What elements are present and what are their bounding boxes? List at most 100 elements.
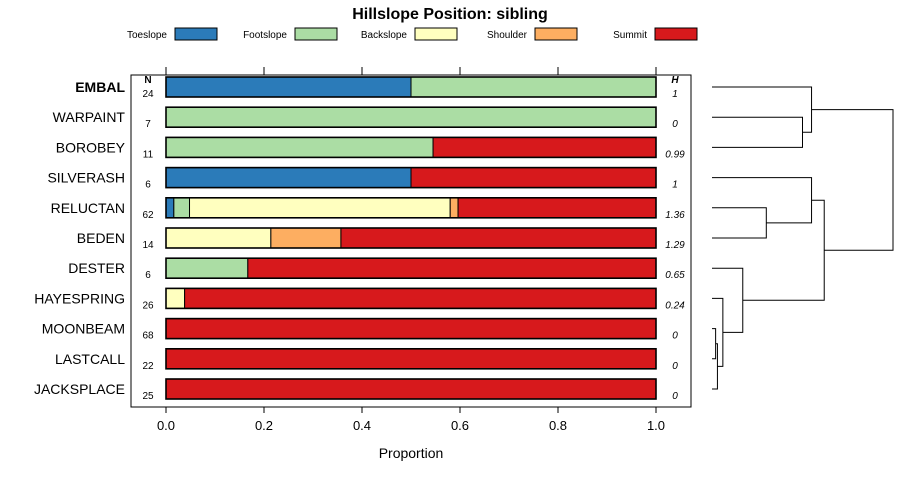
dendrogram-link <box>712 267 744 333</box>
legend-swatch-shoulder <box>534 27 578 41</box>
dendrogram <box>712 86 894 390</box>
legend-label-summit: Summit <box>613 30 647 41</box>
x-tick-label: 0.2 <box>255 418 273 433</box>
dendrogram-link <box>712 177 813 224</box>
bar-outline <box>165 287 657 310</box>
x-tick-label: 0.8 <box>549 418 567 433</box>
x-tick-label: 0.4 <box>353 418 371 433</box>
row-h-value: 0 <box>672 361 678 372</box>
x-axis-label: Proportion <box>379 445 444 461</box>
chart-title: Hillslope Position: sibling <box>352 6 548 23</box>
row-embal: EMBAL 24 1 <box>75 76 678 100</box>
legend-swatch-toeslope <box>174 27 218 41</box>
row-borobey: BOROBEY 11 0.99 <box>56 136 685 160</box>
x-axis: 0.0 0.2 0.4 0.6 0.8 1.0 <box>157 67 665 433</box>
row-label: DESTER <box>68 260 125 276</box>
row-h-value: 1.36 <box>665 210 685 221</box>
bar-segment-summit <box>165 348 657 370</box>
legend-item-shoulder: Shoulder <box>487 27 578 41</box>
bar-outline <box>165 257 657 280</box>
legend-label-shoulder: Shoulder <box>487 30 528 41</box>
bar-segment-summit <box>432 136 657 158</box>
bar-segment-footslope <box>165 106 657 128</box>
row-label: MOONBEAM <box>42 321 125 337</box>
bar-segment-summit <box>340 227 657 249</box>
row-lastcall: LASTCALL 22 0 <box>55 347 678 372</box>
row-h-value: 1 <box>672 89 678 100</box>
dendrogram-link <box>712 343 718 390</box>
bar-outline <box>165 106 657 128</box>
row-h-value: 0.65 <box>665 270 685 281</box>
bar-segment-backslope <box>165 287 186 309</box>
legend-label-backslope: Backslope <box>361 30 408 41</box>
bar-segment-toeslope <box>165 167 412 189</box>
row-n-value: 24 <box>142 89 154 100</box>
row-h-value: 0.99 <box>665 149 685 160</box>
bar-outline <box>165 166 657 189</box>
bar-segment-summit <box>247 257 657 279</box>
dendrogram-link <box>712 207 767 239</box>
row-h-value: 0 <box>672 391 678 402</box>
bar-segment-footslope <box>165 136 434 158</box>
dendrogram-link <box>712 86 813 133</box>
bar-outline <box>165 136 657 159</box>
legend-swatch-backslope <box>414 27 458 41</box>
bar-outline <box>165 378 657 400</box>
bar-segment-shoulder <box>270 227 342 249</box>
bar-segment-summit <box>184 287 657 309</box>
row-dester: DESTER 6 0.65 <box>68 257 685 281</box>
bar-outline <box>165 197 657 219</box>
row-n-value: 26 <box>142 300 154 311</box>
legend-label-toeslope: Toeslope <box>127 30 167 41</box>
row-moonbeam: MOONBEAM 68 0 <box>42 317 678 342</box>
dendrogram-link <box>712 116 803 148</box>
row-reluctan: RELUCTAN 62 1.36 <box>51 197 685 221</box>
x-tick-label: 1.0 <box>647 418 665 433</box>
row-label: SILVERASH <box>47 170 125 186</box>
bar-segment-footslope <box>165 257 249 279</box>
bar-segment-shoulder <box>449 197 459 219</box>
legend-item-toeslope: Toeslope <box>127 27 218 41</box>
row-label: JACKSPLACE <box>34 381 125 397</box>
row-hayespring: HAYESPRING 26 0.24 <box>34 287 685 311</box>
row-jacksplace: JACKSPLACE 25 0 <box>34 378 678 402</box>
row-h-value: 0 <box>672 331 678 342</box>
legend-item-summit: Summit <box>613 27 698 41</box>
bar-outline <box>165 227 657 249</box>
row-silverash: SILVERASH 6 1 <box>47 166 678 191</box>
bar-segment-toeslope <box>165 197 175 219</box>
row-label: RELUCTAN <box>51 200 125 216</box>
row-label: WARPAINT <box>53 109 126 125</box>
bar-segment-summit <box>165 318 657 340</box>
row-n-value: 25 <box>142 391 154 402</box>
bar-segment-backslope <box>165 227 272 249</box>
bar-segment-summit <box>457 197 657 219</box>
bar-segment-summit <box>410 167 657 189</box>
row-h-value: 1.29 <box>665 240 685 251</box>
row-h-value: 0 <box>672 119 678 130</box>
row-n-value: 22 <box>142 361 154 372</box>
dendrogram-link <box>811 109 894 251</box>
bar-segment-backslope <box>189 197 451 219</box>
row-n-value: 14 <box>142 240 154 251</box>
bar-segment-toeslope <box>165 76 412 98</box>
dendrogram-link <box>712 328 717 360</box>
row-warpaint: WARPAINT 7 0 <box>53 106 678 130</box>
row-label: BEDEN <box>77 230 125 246</box>
n-column-header: N <box>144 75 151 86</box>
row-n-value: 62 <box>142 210 154 221</box>
row-label: LASTCALL <box>55 351 125 367</box>
row-beden: BEDEN 14 1.29 <box>77 227 685 251</box>
h-column-header: H <box>671 75 679 86</box>
legend-label-footslope: Footslope <box>243 30 287 41</box>
bar-outline <box>165 347 657 370</box>
row-h-value: 1 <box>672 180 678 191</box>
bar-outline <box>165 76 657 98</box>
plot-panel <box>130 74 692 408</box>
bar-outline <box>165 317 657 340</box>
legend-item-backslope: Backslope <box>361 27 458 41</box>
row-n-value: 6 <box>145 180 151 191</box>
bar-segment-footslope <box>410 76 657 98</box>
row-n-value: 68 <box>142 331 154 342</box>
